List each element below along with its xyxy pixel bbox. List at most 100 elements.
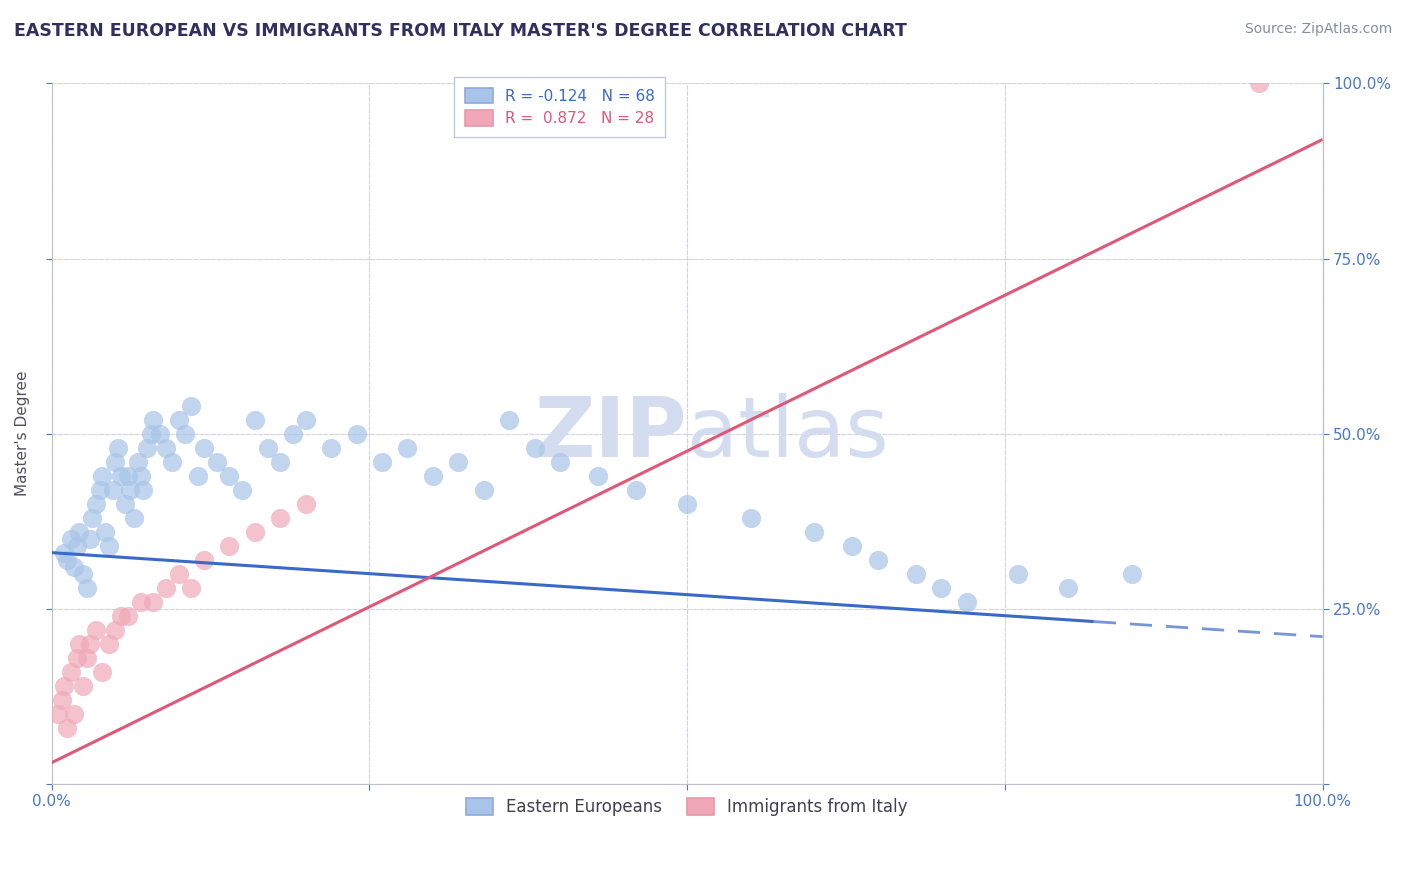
Point (110, 468, 132, 483)
Point (346, 426, 368, 441)
Point (97, 637, 120, 651)
Point (53, 679, 76, 693)
Point (107, 441, 129, 455)
Point (76, 581, 98, 595)
Point (63, 559, 86, 574)
Point (498, 412, 520, 426)
Point (89, 483, 111, 497)
Point (218, 539, 240, 553)
Point (66, 650, 89, 665)
Point (205, 454, 228, 468)
Point (841, 539, 863, 553)
Point (69, 637, 91, 651)
Point (84, 497, 107, 511)
Point (269, 454, 291, 468)
Point (97, 539, 120, 553)
Point (256, 441, 278, 455)
Point (69, 524, 91, 539)
Point (135, 441, 157, 455)
Point (167, 566, 190, 581)
Point (218, 468, 240, 483)
Text: atlas: atlas (688, 393, 889, 474)
Point (91, 468, 114, 483)
Point (155, 441, 177, 455)
Point (110, 608, 132, 623)
Point (294, 497, 316, 511)
Point (94, 524, 117, 539)
Point (132, 483, 155, 497)
Point (129, 468, 152, 483)
Point (1121, 566, 1143, 581)
Point (148, 426, 170, 441)
Point (82, 510, 104, 524)
Text: ZIP: ZIP (534, 393, 688, 474)
Point (104, 623, 127, 637)
Point (104, 454, 127, 468)
Text: EASTERN EUROPEAN VS IMMIGRANTS FROM ITALY MASTER'S DEGREE CORRELATION CHART: EASTERN EUROPEAN VS IMMIGRANTS FROM ITAL… (14, 22, 907, 40)
Point (127, 454, 149, 468)
Point (117, 468, 139, 483)
Point (167, 412, 190, 426)
Point (76, 650, 98, 665)
Point (174, 426, 197, 441)
Point (548, 454, 571, 468)
Point (321, 441, 343, 455)
Point (740, 510, 762, 524)
Point (142, 412, 165, 426)
Point (1057, 581, 1080, 595)
Point (101, 483, 124, 497)
Point (63, 706, 86, 721)
Y-axis label: Master's Degree: Master's Degree (15, 371, 30, 496)
Point (155, 581, 177, 595)
Point (1007, 566, 1029, 581)
Text: Source: ZipAtlas.com: Source: ZipAtlas.com (1244, 22, 1392, 37)
Point (187, 468, 209, 483)
Point (586, 468, 609, 483)
Legend: Eastern Europeans, Immigrants from Italy: Eastern Europeans, Immigrants from Italy (458, 789, 917, 824)
Point (59, 532, 82, 546)
Point (676, 497, 699, 511)
Point (46, 706, 69, 721)
Point (904, 566, 927, 581)
Point (162, 454, 184, 468)
Point (193, 552, 215, 566)
Point (624, 483, 647, 497)
Point (122, 510, 145, 524)
Point (55, 552, 77, 566)
Point (422, 468, 444, 483)
Point (142, 595, 165, 609)
Point (294, 412, 316, 426)
Point (447, 454, 470, 468)
Point (956, 595, 979, 609)
Point (79, 637, 101, 651)
Point (79, 532, 101, 546)
Point (929, 581, 952, 595)
Point (72, 679, 94, 693)
Point (117, 608, 139, 623)
Point (866, 552, 889, 566)
Point (243, 412, 266, 426)
Point (472, 483, 495, 497)
Point (193, 441, 215, 455)
Point (84, 623, 107, 637)
Point (396, 441, 419, 455)
Point (803, 524, 825, 539)
Point (72, 566, 94, 581)
Point (281, 426, 304, 441)
Point (59, 665, 82, 679)
Point (51, 692, 73, 706)
Point (129, 595, 152, 609)
Point (371, 454, 394, 468)
Point (114, 497, 136, 511)
Point (269, 510, 291, 524)
Point (53, 546, 76, 560)
Point (180, 399, 202, 413)
Point (66, 539, 89, 553)
Point (231, 483, 253, 497)
Point (523, 441, 546, 455)
Point (91, 665, 114, 679)
Point (180, 581, 202, 595)
Point (243, 524, 266, 539)
Point (1247, 77, 1270, 91)
Point (55, 721, 77, 735)
